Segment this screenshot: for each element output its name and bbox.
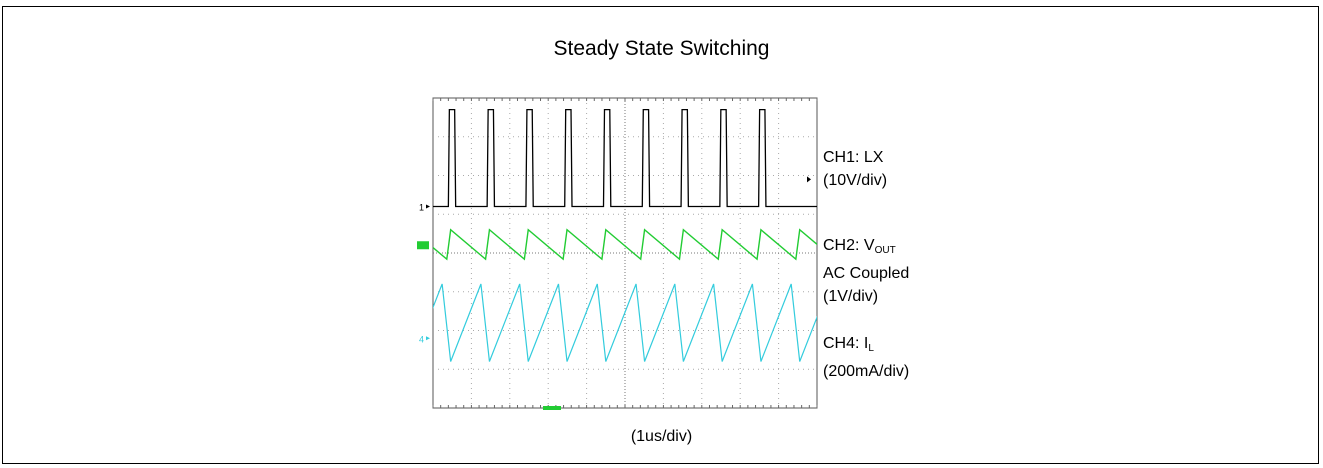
ch2-label-line2: AC Coupled — [823, 265, 910, 282]
chart-title: Steady State Switching — [553, 37, 770, 60]
ch2-label-line3: (1V/div) — [823, 288, 879, 305]
ch2-label-sub: OUT — [874, 245, 896, 256]
ch4-trace — [433, 283, 817, 362]
trigger-position-marker — [543, 406, 561, 410]
ch2-ground-marker — [417, 241, 429, 250]
ch1-ground-arrow — [426, 204, 430, 209]
scope-grid — [432, 97, 818, 409]
ch4-label-line1: CH4: IL — [823, 332, 909, 360]
ch4-label-sub: L — [868, 343, 874, 354]
ch1-label-line2: (10V/div) — [823, 172, 888, 189]
ch1-ground-marker: 1 — [419, 203, 424, 213]
ch2-trace — [433, 228, 817, 261]
ch4-label-prefix: CH4: I — [823, 335, 869, 352]
scope-traces — [433, 108, 817, 362]
ch2-label-prefix: CH2: V — [823, 237, 875, 254]
trigger-level-marker — [807, 176, 811, 183]
ch4-ground-marker: 4 — [419, 334, 424, 344]
x-axis-label: (1us/div) — [630, 428, 693, 445]
ch1-label: CH1: LX (10V/div) — [823, 146, 887, 192]
ch2-label-line1: CH2: VOUT — [823, 234, 909, 262]
channel-markers: 14 — [417, 176, 811, 410]
ch4-ground-arrow — [426, 336, 430, 341]
ch1-label-line1: CH1: LX — [823, 149, 884, 166]
ch2-label: CH2: VOUT AC Coupled (1V/div) — [823, 234, 909, 308]
figure-frame — [2, 6, 1319, 464]
ch4-label: CH4: IL (200mA/div) — [823, 332, 909, 383]
ch1-trace — [433, 108, 817, 208]
ch4-label-line2: (200mA/div) — [823, 363, 910, 380]
